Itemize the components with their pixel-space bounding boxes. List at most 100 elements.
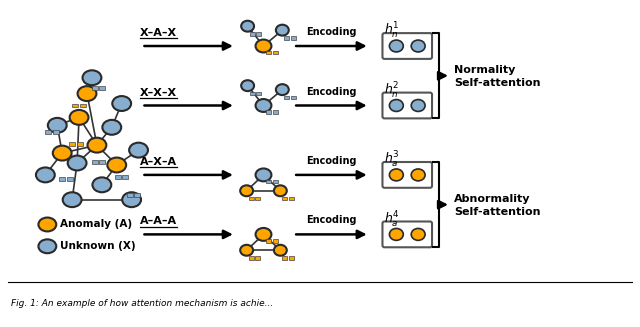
FancyBboxPatch shape — [67, 177, 72, 181]
FancyBboxPatch shape — [289, 197, 294, 200]
Text: X–X–X: X–X–X — [140, 88, 177, 97]
FancyBboxPatch shape — [273, 180, 278, 183]
FancyBboxPatch shape — [291, 95, 296, 99]
FancyBboxPatch shape — [255, 197, 260, 200]
Ellipse shape — [122, 192, 141, 207]
Ellipse shape — [274, 185, 287, 196]
FancyBboxPatch shape — [72, 104, 78, 108]
Text: $h_{a}^{4}$: $h_{a}^{4}$ — [385, 210, 401, 230]
Ellipse shape — [412, 229, 425, 240]
FancyBboxPatch shape — [248, 197, 253, 200]
Ellipse shape — [255, 168, 271, 181]
Ellipse shape — [92, 177, 111, 192]
FancyBboxPatch shape — [256, 92, 261, 95]
Text: $h_{a}^{3}$: $h_{a}^{3}$ — [385, 150, 400, 170]
Ellipse shape — [88, 138, 106, 153]
Text: Abnormality: Abnormality — [454, 194, 531, 204]
Ellipse shape — [102, 120, 121, 135]
Ellipse shape — [63, 192, 81, 207]
Text: Encoding: Encoding — [306, 27, 356, 37]
FancyBboxPatch shape — [273, 239, 278, 243]
Ellipse shape — [52, 146, 72, 161]
FancyBboxPatch shape — [99, 86, 106, 90]
FancyBboxPatch shape — [266, 239, 271, 243]
FancyBboxPatch shape — [250, 92, 255, 95]
FancyBboxPatch shape — [60, 177, 65, 181]
Ellipse shape — [240, 245, 253, 256]
FancyBboxPatch shape — [383, 221, 432, 247]
Ellipse shape — [77, 86, 97, 101]
FancyBboxPatch shape — [383, 33, 432, 59]
FancyBboxPatch shape — [127, 193, 132, 197]
FancyBboxPatch shape — [383, 93, 432, 118]
Ellipse shape — [68, 156, 86, 170]
Ellipse shape — [255, 228, 271, 241]
FancyBboxPatch shape — [289, 256, 294, 260]
Text: Self-attention: Self-attention — [454, 207, 540, 216]
FancyBboxPatch shape — [250, 32, 255, 36]
FancyBboxPatch shape — [273, 51, 278, 54]
Text: Normality: Normality — [454, 65, 515, 75]
FancyBboxPatch shape — [266, 180, 271, 183]
Ellipse shape — [276, 25, 289, 36]
FancyBboxPatch shape — [266, 111, 271, 114]
Ellipse shape — [389, 169, 403, 181]
Ellipse shape — [389, 40, 403, 52]
FancyBboxPatch shape — [291, 36, 296, 40]
FancyBboxPatch shape — [282, 256, 287, 260]
Ellipse shape — [48, 118, 67, 133]
Text: A–X–A: A–X–A — [140, 157, 177, 167]
Ellipse shape — [412, 169, 425, 181]
Ellipse shape — [274, 245, 287, 256]
FancyBboxPatch shape — [266, 51, 271, 54]
Ellipse shape — [412, 99, 425, 112]
FancyBboxPatch shape — [45, 130, 51, 134]
Ellipse shape — [36, 167, 55, 182]
FancyBboxPatch shape — [134, 193, 140, 197]
FancyBboxPatch shape — [383, 162, 432, 188]
Ellipse shape — [241, 21, 254, 32]
Text: Self-attention: Self-attention — [454, 78, 540, 88]
Ellipse shape — [240, 185, 253, 196]
FancyBboxPatch shape — [256, 32, 261, 36]
FancyBboxPatch shape — [52, 130, 59, 134]
Ellipse shape — [255, 40, 271, 52]
Text: Encoding: Encoding — [306, 156, 356, 166]
FancyBboxPatch shape — [122, 175, 128, 179]
Text: Encoding: Encoding — [306, 215, 356, 226]
Text: A–A–A: A–A–A — [140, 216, 177, 227]
Text: Anomaly (A): Anomaly (A) — [60, 219, 132, 230]
FancyBboxPatch shape — [92, 160, 98, 164]
Ellipse shape — [276, 84, 289, 95]
Text: $h_{n}^{2}$: $h_{n}^{2}$ — [385, 80, 400, 101]
Ellipse shape — [70, 110, 88, 125]
Ellipse shape — [112, 96, 131, 111]
Text: X–A–X: X–A–X — [140, 28, 177, 38]
FancyBboxPatch shape — [284, 95, 289, 99]
Ellipse shape — [241, 80, 254, 91]
FancyBboxPatch shape — [79, 104, 86, 108]
Ellipse shape — [129, 143, 148, 158]
Text: $h_{n}^{1}$: $h_{n}^{1}$ — [385, 21, 400, 41]
FancyBboxPatch shape — [255, 256, 260, 260]
Text: Unknown (X): Unknown (X) — [60, 241, 136, 251]
FancyBboxPatch shape — [115, 175, 121, 179]
FancyBboxPatch shape — [77, 142, 83, 146]
Text: Fig. 1: An example of how attention mechanism is achie...: Fig. 1: An example of how attention mech… — [11, 299, 273, 308]
FancyBboxPatch shape — [248, 256, 253, 260]
Ellipse shape — [389, 229, 403, 240]
FancyBboxPatch shape — [99, 160, 106, 164]
FancyBboxPatch shape — [273, 111, 278, 114]
FancyBboxPatch shape — [92, 86, 98, 90]
FancyBboxPatch shape — [69, 142, 75, 146]
Ellipse shape — [83, 70, 101, 85]
Ellipse shape — [389, 99, 403, 112]
FancyBboxPatch shape — [284, 36, 289, 40]
Ellipse shape — [412, 40, 425, 52]
Ellipse shape — [255, 99, 271, 112]
Ellipse shape — [38, 239, 56, 253]
Ellipse shape — [38, 217, 56, 232]
Text: Encoding: Encoding — [306, 87, 356, 96]
Ellipse shape — [108, 158, 126, 172]
FancyBboxPatch shape — [282, 197, 287, 200]
